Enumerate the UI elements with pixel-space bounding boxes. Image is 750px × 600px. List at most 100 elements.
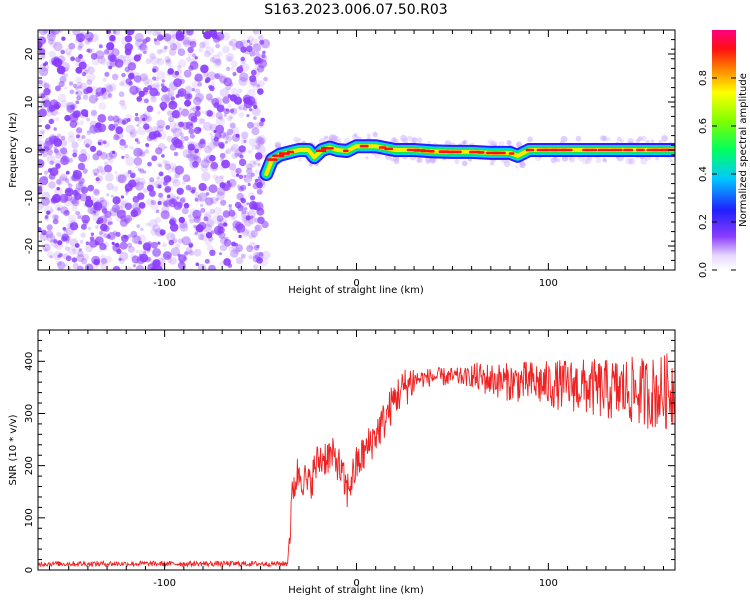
noise-dot — [164, 163, 171, 170]
noise-dot — [252, 43, 262, 52]
noise-dot — [47, 168, 53, 173]
noise-dot — [160, 94, 171, 104]
noise-dot — [102, 225, 110, 232]
noise-dot — [256, 182, 263, 189]
noise-dot — [192, 53, 197, 58]
noise-dot — [44, 248, 48, 252]
noise-dot — [58, 81, 65, 88]
snr-ytick-label: 0 — [24, 567, 35, 573]
noise-dot — [169, 162, 177, 170]
noise-dot — [257, 59, 268, 69]
noise-dot — [78, 248, 82, 252]
halo-dot — [391, 136, 397, 142]
noise-dot — [124, 153, 130, 159]
noise-dot — [58, 175, 65, 181]
noise-dot — [160, 176, 168, 184]
noise-dot — [63, 210, 70, 217]
noise-dot — [189, 154, 196, 160]
noise-dot — [213, 136, 219, 142]
noise-dot — [102, 241, 109, 248]
noise-dot — [219, 75, 228, 84]
noise-dot — [245, 215, 251, 221]
noise-dot — [57, 261, 66, 270]
noise-dot — [189, 41, 197, 48]
noise-dot — [136, 140, 141, 145]
noise-dot — [68, 214, 77, 224]
noise-dot — [96, 165, 104, 173]
noise-dot — [40, 196, 50, 206]
halo-dot — [669, 159, 673, 163]
noise-dot — [57, 133, 61, 137]
noise-dot — [169, 257, 177, 265]
noise-dot — [252, 122, 259, 129]
noise-dot — [133, 147, 143, 157]
noise-dot — [221, 32, 231, 41]
halo-dot — [641, 135, 647, 141]
noise-dot — [99, 230, 105, 237]
noise-dot — [59, 156, 69, 166]
noise-dot — [165, 58, 172, 66]
noise-dot — [139, 43, 147, 51]
noise-dot — [240, 253, 246, 259]
noise-dot — [38, 30, 48, 36]
noise-dot — [257, 135, 267, 145]
noise-dot — [249, 50, 256, 57]
noise-dot — [228, 128, 234, 134]
noise-dot — [103, 233, 109, 239]
noise-dot — [175, 94, 180, 98]
noise-dot — [241, 214, 249, 222]
noise-dot — [130, 172, 136, 179]
noise-dot — [86, 48, 91, 53]
noise-dot — [230, 212, 238, 220]
noise-dot — [184, 251, 190, 256]
noise-dot — [64, 114, 71, 122]
noise-dot — [245, 167, 253, 175]
noise-dot — [256, 188, 263, 195]
noise-dot — [224, 236, 229, 242]
noise-dot — [222, 210, 231, 218]
noise-dot — [142, 245, 152, 254]
spectrogram-y-label: Frequency (Hz) — [8, 112, 19, 188]
noise-dot — [226, 180, 230, 184]
noise-dot — [248, 241, 257, 250]
spectrogram-ytick-label: 20 — [24, 48, 35, 61]
noise-dot — [235, 244, 244, 252]
halo-dot — [604, 137, 609, 142]
noise-dot — [249, 42, 253, 46]
noise-dot — [90, 232, 95, 236]
noise-dot — [64, 47, 72, 55]
noise-dot — [57, 59, 64, 65]
noise-dot — [95, 241, 100, 246]
noise-dot — [188, 214, 192, 218]
noise-dot — [246, 245, 254, 253]
noise-dot — [168, 64, 174, 71]
noise-dot — [149, 83, 156, 91]
noise-dot — [152, 68, 157, 73]
noise-dot — [136, 224, 141, 229]
noise-dot — [88, 145, 92, 150]
noise-dot — [38, 108, 47, 118]
noise-dot — [61, 72, 65, 76]
noise-dot — [189, 218, 195, 224]
noise-dot — [231, 241, 236, 247]
noise-dot — [154, 217, 162, 224]
noise-dot — [94, 205, 101, 212]
noise-dot — [241, 217, 248, 224]
noise-dot — [45, 217, 50, 222]
noise-dot — [258, 251, 264, 257]
noise-dot — [209, 132, 213, 136]
noise-dot — [46, 154, 56, 164]
noise-dot — [138, 250, 144, 256]
noise-dot — [63, 158, 68, 163]
noise-dot — [195, 105, 201, 111]
noise-dot — [212, 174, 219, 180]
noise-dot — [46, 210, 51, 215]
noise-dot — [53, 251, 63, 261]
noise-dot — [252, 202, 261, 211]
halo-dot — [601, 135, 607, 142]
noise-dot — [63, 197, 68, 202]
halo-dot — [298, 137, 302, 141]
noise-dot — [71, 257, 78, 263]
noise-dot — [200, 164, 209, 173]
halo-dot — [616, 136, 622, 142]
